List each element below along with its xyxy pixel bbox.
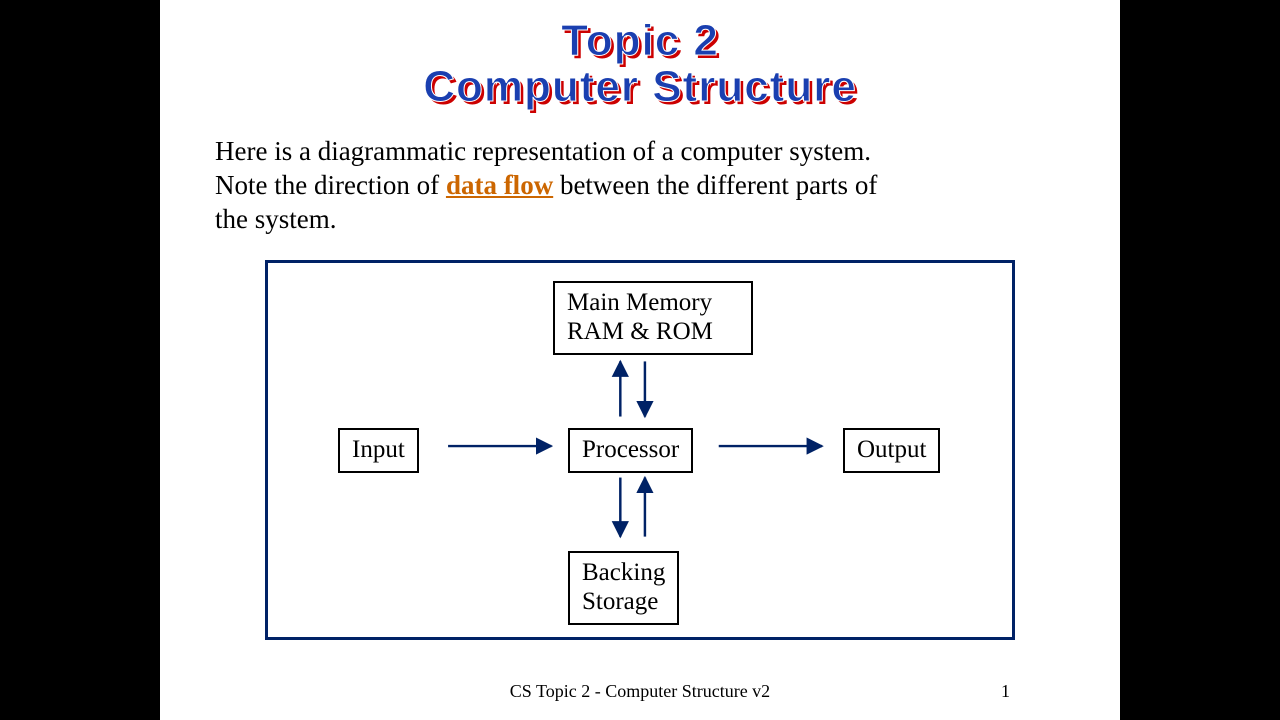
node-processor: Processor (568, 428, 693, 473)
footer-page-number: 1 (1001, 681, 1010, 702)
node-backing-line1: Backing (582, 559, 665, 586)
title-front-1: Topic 2 (561, 16, 719, 65)
node-output: Output (843, 428, 940, 473)
node-backing-line2: Storage (582, 588, 658, 615)
node-input: Input (338, 428, 419, 473)
body-emphasis: data flow (446, 170, 553, 200)
node-memory-line2: RAM & ROM (567, 318, 713, 345)
node-memory: Main Memory RAM & ROM (553, 281, 753, 355)
node-memory-line1: Main Memory (567, 289, 712, 316)
title-line-1: Topic 2 Topic 2 (561, 18, 719, 64)
node-output-label: Output (857, 436, 926, 463)
node-backing: Backing Storage (568, 551, 679, 625)
footer-center: CS Topic 2 - Computer Structure v2 (160, 681, 1120, 702)
slide: Topic 2 Topic 2 Computer Structure Compu… (160, 0, 1120, 720)
title-front-2: Computer Structure (423, 62, 857, 111)
title-block: Topic 2 Topic 2 Computer Structure Compu… (160, 0, 1120, 110)
diagram-frame: Main Memory RAM & ROM Input Processor Ou… (265, 260, 1015, 640)
node-input-label: Input (352, 436, 405, 463)
node-processor-label: Processor (582, 436, 679, 463)
body-paragraph: Here is a diagrammatic representation of… (215, 135, 915, 236)
title-line-2: Computer Structure Computer Structure (423, 64, 857, 110)
